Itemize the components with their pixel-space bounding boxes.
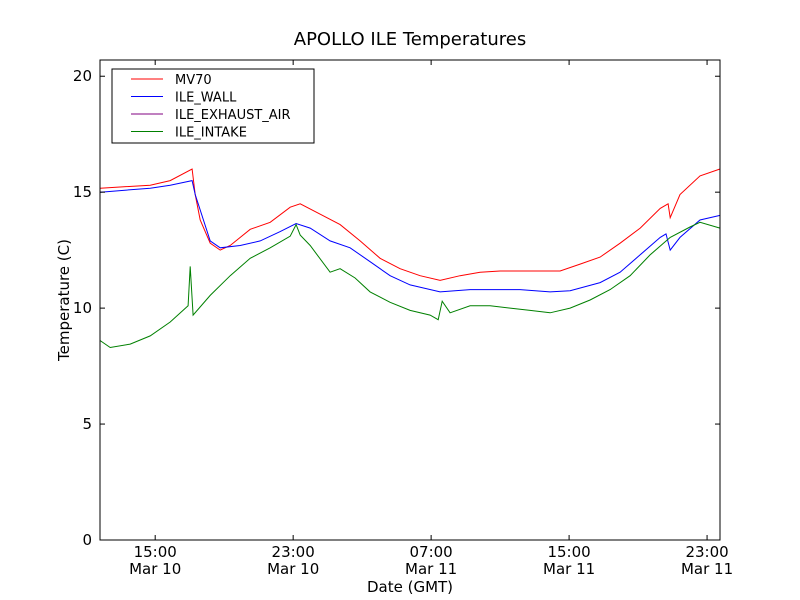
legend-label: MV70: [175, 73, 212, 88]
series-line-ile-wall: [100, 180, 721, 293]
x-tick-date: Mar 10: [267, 560, 319, 578]
legend-frame: [111, 68, 315, 144]
legend-label: ILE_EXHAUST_AIR: [175, 108, 291, 123]
series-line-ile-intake: [99, 221, 721, 349]
x-tick-time: 07:00: [410, 543, 453, 561]
y-axis-label: Temperature (C): [55, 239, 73, 362]
x-tick-time: 23:00: [685, 543, 728, 561]
y-tick-label: 15: [73, 183, 92, 201]
x-tick-date: Mar 10: [129, 560, 181, 578]
x-tick-date: Mar 11: [405, 560, 457, 578]
plot-area: [99, 168, 721, 349]
y-tick-label: 0: [82, 531, 92, 549]
legend-label: ILE_WALL: [175, 91, 237, 106]
x-tick-time: 23:00: [272, 543, 315, 561]
axes-frame: [99, 59, 721, 541]
y-tick-label: 10: [73, 299, 92, 317]
y-tick-label: 20: [73, 67, 92, 85]
x-tick-time: 15:00: [547, 543, 590, 561]
x-tick-date: Mar 11: [681, 560, 733, 578]
x-axis-label: Date (GMT): [367, 578, 453, 596]
x-tick-time: 15:00: [134, 543, 177, 561]
series-line-mv70: [100, 168, 721, 281]
y-tick-label: 5: [82, 415, 92, 433]
legend-label: ILE_INTAKE: [175, 126, 247, 141]
chart-title: APOLLO ILE Temperatures: [294, 29, 526, 50]
x-tick-date: Mar 11: [543, 560, 595, 578]
legend: MV70 ILE_WALL ILE_EXHAUST_AIR ILE_INTAKE: [111, 68, 315, 144]
